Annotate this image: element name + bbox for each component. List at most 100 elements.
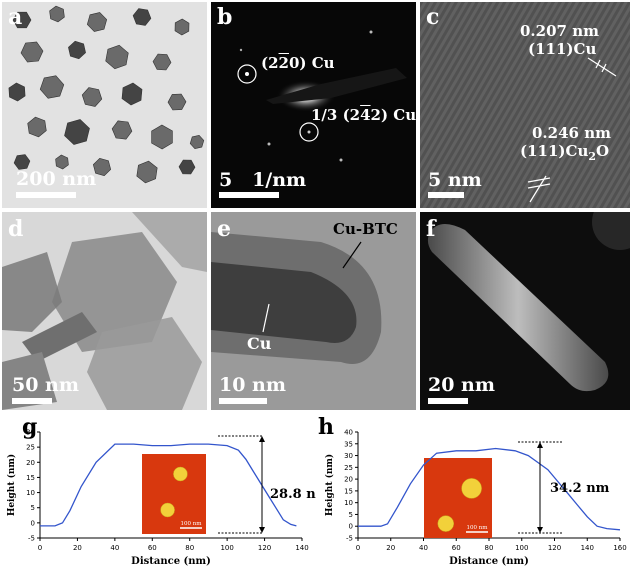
nanoparticle xyxy=(174,18,190,36)
panel-label-b: b xyxy=(217,4,233,30)
afm-particle xyxy=(173,466,188,482)
x-tick-label: 20 xyxy=(73,544,82,552)
nanoparticle xyxy=(8,82,26,102)
x-tick-label: 140 xyxy=(581,544,594,552)
x-tick-label: 60 xyxy=(452,544,461,552)
panel-label-c: c xyxy=(426,4,440,30)
spot-circle-1 xyxy=(237,64,257,84)
y-tick-label: 25 xyxy=(344,464,353,472)
nanoparticle xyxy=(178,159,196,175)
cu-core xyxy=(211,262,357,343)
panel-label-g: g xyxy=(22,414,38,440)
x-tick-label: 60 xyxy=(148,544,157,552)
plane-label-1: (111)Cu xyxy=(528,40,597,58)
nanoparticle xyxy=(68,40,86,60)
y-tick-label: -5 xyxy=(28,535,35,543)
nanoparticle xyxy=(86,12,108,32)
panel-label-f: f xyxy=(426,216,436,242)
panel-label-h: h xyxy=(318,414,334,440)
pointer-cu-btc xyxy=(342,241,362,269)
lattice-field-c xyxy=(420,2,630,208)
nanoparticle xyxy=(39,75,65,99)
scale-bar-a xyxy=(16,192,76,198)
x-tick-label: 80 xyxy=(185,544,194,552)
afm-particle xyxy=(160,502,175,518)
y-axis-label: Height (nm) xyxy=(324,454,335,516)
nanoparticle xyxy=(13,154,31,170)
nanoparticle xyxy=(81,87,103,107)
spacing-marker-1 xyxy=(587,57,617,77)
y-tick-label: 30 xyxy=(344,452,353,460)
x-tick-label: 80 xyxy=(485,544,494,552)
panel-a-tem-image: a 200 nm xyxy=(2,2,207,208)
plane-index-label-2: 1/3 (242) Cu xyxy=(311,106,416,124)
scale-label-b: 5 1/nm xyxy=(219,169,307,191)
scale-label-d: 50 nm xyxy=(12,374,79,396)
scale-label-e: 10 nm xyxy=(219,374,286,396)
x-tick-label: 100 xyxy=(220,544,233,552)
nanoparticle xyxy=(92,157,112,177)
nanoparticle xyxy=(12,11,32,29)
x-tick-label: 0 xyxy=(356,544,360,552)
height-profile-line xyxy=(40,443,297,527)
height-annotation: 28.8 nm xyxy=(270,487,316,502)
y-tick-label: 35 xyxy=(344,440,353,448)
y-tick-label: 25 xyxy=(26,444,35,452)
panel-label-d: d xyxy=(8,216,24,242)
afm-particle xyxy=(437,515,455,532)
nanoparticle xyxy=(152,53,172,71)
nanoparticle xyxy=(111,120,133,140)
y-tick-label: 20 xyxy=(26,459,35,467)
d-spacing-1: 0.207 nm xyxy=(520,22,599,40)
nanoparticle xyxy=(27,116,47,138)
panel-f-haadf-image: f 20 nm xyxy=(420,212,630,410)
x-tick-label: 100 xyxy=(515,544,528,552)
x-tick-label: 0 xyxy=(38,544,42,552)
arrow-head-down xyxy=(259,527,265,533)
scale-bar-f xyxy=(428,398,468,404)
panel-d-tem-image: d 50 nm xyxy=(2,212,207,410)
nanorod xyxy=(427,223,609,392)
core-shell-field-e xyxy=(211,212,416,410)
scale-bar-e xyxy=(219,398,267,404)
y-tick-label: 10 xyxy=(26,489,35,497)
x-tick-label: 40 xyxy=(419,544,428,552)
height-annotation: 34.2 nm xyxy=(550,481,610,496)
cu-btc-label: Cu-BTC xyxy=(333,220,398,238)
y-tick-label: 40 xyxy=(344,429,353,437)
diffraction-spot-3 xyxy=(369,30,373,34)
panel-c-hrtem-image: c 0.207 nm (111)Cu 0.246 nm (111)Cu2O 5 … xyxy=(420,2,630,208)
diffraction-spot-6 xyxy=(239,48,243,52)
x-tick-label: 120 xyxy=(258,544,271,552)
y-tick-label: 15 xyxy=(344,487,353,495)
cu-label: Cu xyxy=(247,334,272,353)
height-profile-chart-h: 0 20 40 60 80 100 120 140 160-50510152025303540D… xyxy=(324,429,627,568)
y-tick-label: 0 xyxy=(349,523,353,531)
afm-inset xyxy=(142,454,206,534)
y-tick-label: 10 xyxy=(344,499,353,507)
spot-circle-2 xyxy=(299,122,319,142)
afm-particle xyxy=(461,478,482,499)
nanoparticle xyxy=(55,154,69,170)
height-profile-chart-g: 0 20 40 60 80 100 120 140-5051015202530Distance… xyxy=(6,429,316,568)
plane-label-2: (111)Cu2O xyxy=(520,142,610,163)
x-axis-label: Distance (nm) xyxy=(449,556,529,567)
scale-label-f: 20 nm xyxy=(428,374,495,396)
diffraction-spot-2 xyxy=(307,130,311,134)
nanoparticle xyxy=(151,124,173,150)
x-tick-label: 120 xyxy=(548,544,561,552)
y-tick-label: 15 xyxy=(26,474,35,482)
inset-scale-label: 100 nm xyxy=(180,521,202,527)
y-axis-label: Height (nm) xyxy=(6,454,17,516)
nanoparticle xyxy=(121,82,143,106)
panel-e-core-shell-image: e Cu-BTC Cu 10 nm xyxy=(211,212,416,410)
nanoparticle-field-d xyxy=(2,212,207,410)
nanoparticle xyxy=(105,44,129,70)
spacing-marker-2 xyxy=(529,175,547,203)
x-tick-label: 40 xyxy=(110,544,119,552)
arrow-head-up xyxy=(259,436,265,442)
scale-bar-c xyxy=(428,192,464,198)
x-tick-label: 160 xyxy=(613,544,626,552)
inset-scale-label: 100 nm xyxy=(466,525,488,531)
y-tick-label: -5 xyxy=(346,535,353,543)
